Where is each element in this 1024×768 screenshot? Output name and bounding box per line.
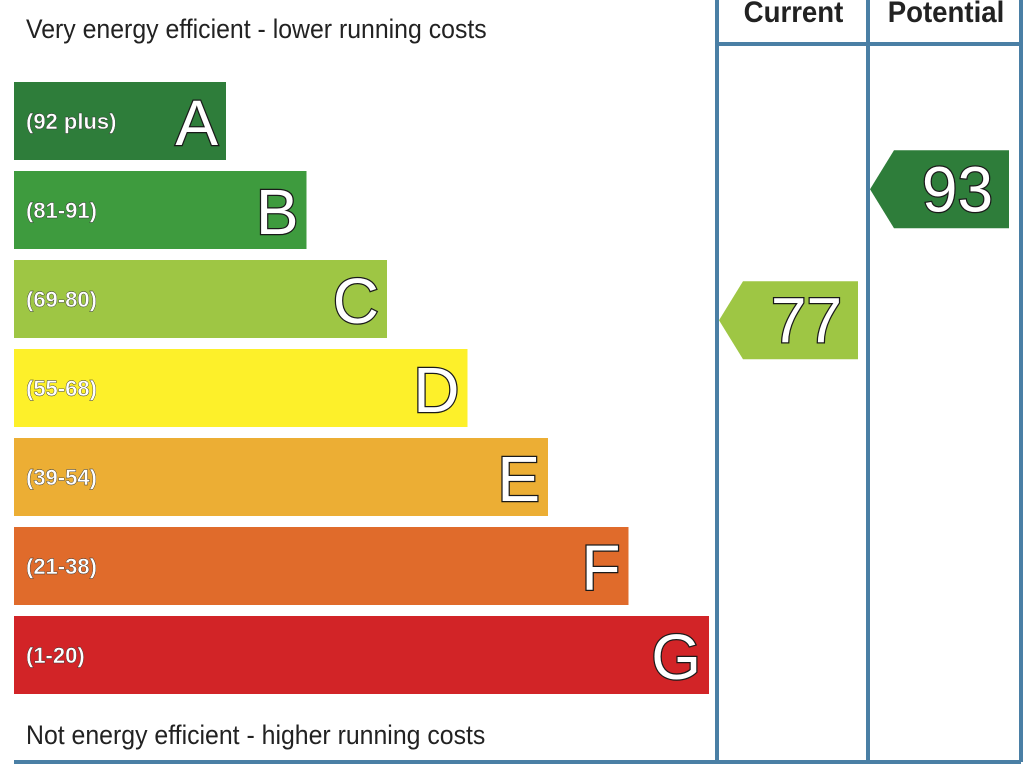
band-c: (69-80) C <box>14 260 387 338</box>
band-e-bar <box>14 438 548 516</box>
band-b-bar <box>14 171 307 249</box>
rating-markers: 77 93 <box>719 150 1009 360</box>
band-d-bar <box>14 349 468 427</box>
current-rating-marker-arrow <box>719 281 858 360</box>
potential-rating-marker: 93 <box>870 150 1009 229</box>
band-g-bar <box>14 616 709 694</box>
band-a-range: (92 plus) <box>26 109 116 134</box>
band-d-range: (55-68) <box>26 376 97 401</box>
band-c-range: (69-80) <box>26 287 97 312</box>
potential-rating-marker-arrow <box>870 150 1009 229</box>
band-g-letter: G <box>651 621 701 693</box>
band-f-bar <box>14 527 629 605</box>
band-f: (21-38) F <box>14 527 629 605</box>
band-e-range: (39-54) <box>26 465 97 490</box>
potential-column-header: Potential <box>887 0 1005 29</box>
current-rating-marker: 77 <box>719 281 858 360</box>
band-a-bar <box>14 82 226 160</box>
potential-rating-marker-value: 93 <box>922 153 993 225</box>
band-g-range: (1-20) <box>26 643 85 668</box>
band-g: (1-20) G <box>14 616 709 694</box>
band-c-letter: C <box>333 265 379 337</box>
band-d: (55-68) D <box>14 349 468 427</box>
efficient-caption: Very energy efficient - lower running co… <box>26 14 487 44</box>
band-b-letter: B <box>256 176 299 248</box>
current-rating-marker-value: 77 <box>771 284 842 356</box>
band-e: (39-54) E <box>14 438 548 516</box>
band-d-letter: D <box>413 354 459 426</box>
band-e-letter: E <box>497 443 540 515</box>
band-b: (81-91) B <box>14 171 307 249</box>
chart-frame <box>14 0 1023 764</box>
current-column-header: Current <box>743 0 844 29</box>
rating-bands: (92 plus) A (81-91) B (69-80) C (55-68) D (39-54… <box>14 82 709 694</box>
band-f-letter: F <box>581 532 620 604</box>
band-c-bar <box>14 260 387 338</box>
band-a: (92 plus) A <box>14 82 226 160</box>
band-b-range: (81-91) <box>26 198 97 223</box>
band-a-letter: A <box>175 87 218 159</box>
inefficient-caption: Not energy efficient - higher running co… <box>26 720 486 750</box>
band-f-range: (21-38) <box>26 554 97 579</box>
